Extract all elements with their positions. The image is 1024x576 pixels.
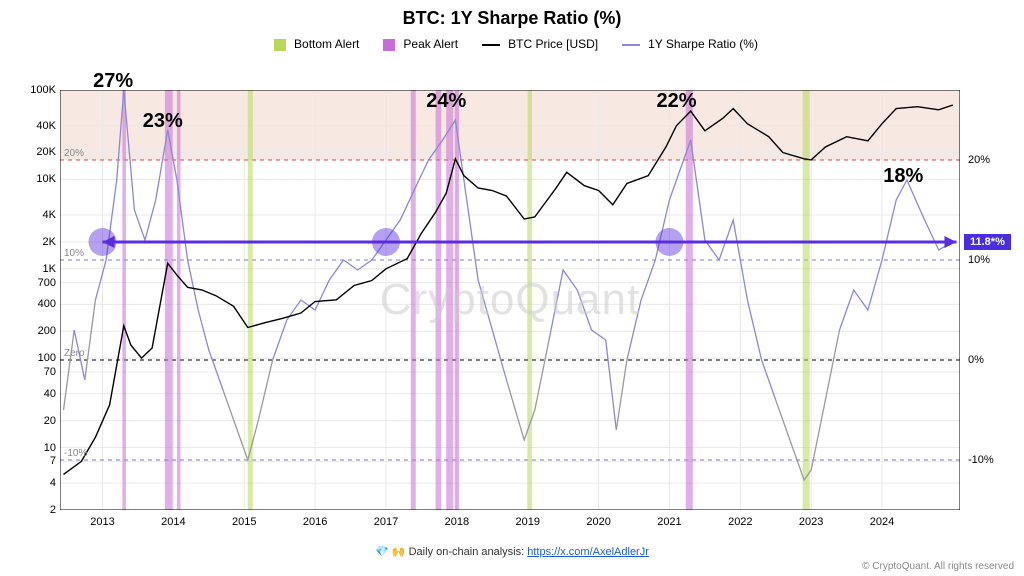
ref-line-label: 20% — [64, 148, 84, 159]
y-left-tick: 10 — [0, 442, 56, 454]
y-left-tick: 4 — [0, 477, 56, 489]
legend: Bottom Alert Peak Alert BTC Price [USD] 1Y … — [0, 36, 1024, 51]
x-tick: 2019 — [515, 516, 539, 528]
x-tick: 2018 — [445, 516, 469, 528]
legend-item: 1Y Sharpe Ratio (%) — [614, 37, 758, 51]
x-tick: 2013 — [90, 516, 114, 528]
x-tick: 2016 — [303, 516, 327, 528]
y-right-tick: -10% — [968, 454, 1024, 466]
footer-link[interactable]: https://x.com/AxelAdlerJr — [527, 546, 649, 558]
x-tick: 2015 — [232, 516, 256, 528]
y-right-tick: 10% — [968, 254, 1024, 266]
y-left-tick: 40K — [0, 120, 56, 132]
plot-svg — [60, 90, 960, 510]
y-right-tick: 0% — [968, 354, 1024, 366]
chart-title: BTC: 1Y Sharpe Ratio (%) — [0, 8, 1024, 29]
legend-item: BTC Price [USD] — [474, 37, 598, 51]
x-tick: 2017 — [374, 516, 398, 528]
ref-line-label: Zero — [64, 348, 85, 359]
peak-annotation: 24% — [426, 90, 466, 113]
y-left-tick: 1K — [0, 263, 56, 275]
peak-annotation: 18% — [883, 165, 923, 188]
y-left-tick: 10K — [0, 173, 56, 185]
y-left-tick: 100 — [0, 352, 56, 364]
y-right-tick: 20% — [968, 154, 1024, 166]
peak-annotation: 22% — [657, 90, 697, 113]
chart-root: BTC: 1Y Sharpe Ratio (%) Bottom Alert Pea… — [0, 0, 1024, 576]
y-left-tick: 7 — [0, 455, 56, 467]
plot-area: CryptoQuant — [60, 90, 960, 510]
legend-item: Peak Alert — [375, 37, 458, 51]
ref-line-label: 10% — [64, 248, 84, 259]
peak-annotation: 27% — [93, 70, 133, 93]
x-tick: 2021 — [657, 516, 681, 528]
y-left-tick: 20 — [0, 415, 56, 427]
footer-prefix: 💎 🙌 Daily on-chain analysis: — [375, 546, 527, 558]
y-left-tick: 2 — [0, 504, 56, 516]
current-value-badge: 11.8*% — [964, 234, 1011, 250]
footer: 💎 🙌 Daily on-chain analysis: https://x.c… — [0, 545, 1024, 558]
y-left-tick: 700 — [0, 277, 56, 289]
y-left-tick: 20K — [0, 146, 56, 158]
legend-item: Bottom Alert — [266, 37, 359, 51]
peak-annotation: 23% — [143, 110, 183, 133]
x-tick: 2023 — [799, 516, 823, 528]
x-tick: 2024 — [870, 516, 894, 528]
y-left-tick: 100K — [0, 84, 56, 96]
copyright: © CryptoQuant. All rights reserved — [862, 561, 1014, 572]
y-left-tick: 2K — [0, 236, 56, 248]
y-left-tick: 200 — [0, 325, 56, 337]
x-tick: 2020 — [586, 516, 610, 528]
y-left-tick: 4K — [0, 209, 56, 221]
y-left-tick: 70 — [0, 366, 56, 378]
y-left-tick: 400 — [0, 298, 56, 310]
x-tick: 2022 — [728, 516, 752, 528]
y-left-tick: 40 — [0, 388, 56, 400]
ref-line-label: -10% — [64, 448, 87, 459]
x-tick: 2014 — [161, 516, 185, 528]
